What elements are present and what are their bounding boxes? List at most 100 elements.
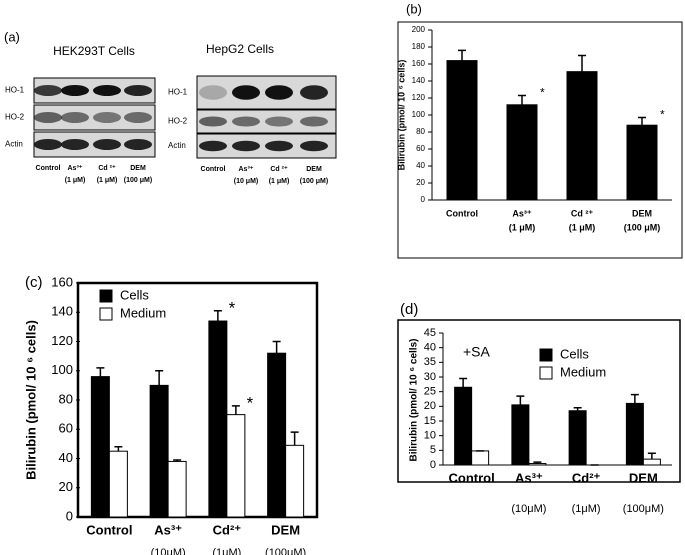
blot-band [124, 139, 152, 150]
error-bar [458, 49, 466, 61]
error-bar [96, 367, 105, 377]
y-tick-label: 160 [412, 59, 426, 68]
error-bar [533, 461, 542, 464]
legend-label: Cells [120, 287, 149, 302]
plot-frame [397, 21, 683, 259]
x-tick-label: DEM [632, 208, 652, 218]
blot-band [232, 116, 260, 127]
blot-band [265, 85, 293, 100]
error-bar [114, 446, 123, 452]
blot-band [199, 85, 227, 100]
y-tick-label: 80 [416, 127, 425, 136]
x-tick-note: (100 μM) [624, 222, 661, 232]
legend-label: Cells [560, 346, 589, 361]
x-tick-label: DEM [271, 522, 300, 537]
error-bar [213, 310, 222, 322]
significance-mark: * [229, 298, 236, 317]
lane-label: DEM [130, 165, 146, 172]
blot-band [34, 112, 62, 123]
y-tick-label: 25 [424, 386, 436, 398]
legend-label: Medium [560, 364, 606, 379]
blot-row-label: HO-2 [5, 113, 25, 122]
bar [471, 450, 490, 466]
error-bar [573, 407, 582, 411]
blot-title: HEK293T Cells [53, 44, 135, 58]
y-tick-label: 120 [412, 93, 426, 102]
y-tick-label: 60 [59, 421, 73, 436]
bar [108, 450, 128, 518]
y-tick-label: 45 [424, 327, 436, 339]
y-axis-label: Bilirubin (pmol/ 10 ⁶ cells) [396, 60, 406, 171]
lane-label: DEM [306, 166, 322, 173]
x-tick-note: (1 μM) [509, 222, 536, 232]
blot-band [34, 85, 62, 96]
legend-swatch [539, 366, 553, 380]
annotation: +SA [463, 344, 491, 360]
y-tick-label: 0 [421, 195, 426, 204]
y-tick-label: 20 [424, 400, 436, 412]
bar [642, 458, 661, 466]
bar [149, 384, 169, 518]
bar [285, 444, 305, 518]
legend-label: Medium [120, 305, 166, 320]
x-tick-note: (10μM) [511, 503, 546, 515]
y-tick-label: 10 [424, 430, 436, 442]
y-tick-label: 40 [416, 161, 425, 170]
x-tick-label: Cd²⁺ [213, 522, 242, 537]
bar [626, 124, 658, 201]
error-bar [272, 340, 281, 354]
blot-band [124, 112, 152, 123]
blot-band [93, 85, 121, 96]
bar [511, 404, 530, 466]
y-tick-label: 35 [424, 356, 436, 368]
lane-label: Control [201, 166, 226, 173]
bar [454, 386, 473, 466]
error-bar [578, 54, 586, 72]
x-tick-note: (100μM) [623, 503, 664, 515]
x-tick-note: (1 μM) [569, 222, 596, 232]
y-tick-label: 15 [424, 415, 436, 427]
y-tick-label: 140 [51, 304, 73, 319]
significance-mark: * [540, 86, 545, 100]
error-bar [518, 94, 526, 105]
blot-band [93, 139, 121, 150]
panel-label: (b) [406, 1, 422, 16]
y-tick-label: 100 [51, 362, 73, 377]
blot-band [61, 85, 89, 96]
blot-row-label: Actin [168, 141, 186, 150]
x-tick-label: Control [86, 522, 132, 537]
lane-label: Control [36, 165, 61, 172]
y-tick-label: 160 [51, 274, 73, 289]
blot-row-label: HO-2 [168, 117, 188, 126]
x-tick-note: (1μM) [212, 547, 241, 555]
lane-label: Cd ²⁺ [98, 165, 116, 172]
blot-band [265, 140, 293, 152]
blot-band [93, 112, 121, 123]
y-tick-label: 0 [430, 459, 436, 471]
x-tick-note: (10μM) [151, 547, 186, 555]
blot-band [61, 112, 89, 123]
error-bar [638, 116, 646, 126]
blot-band [232, 140, 260, 152]
error-bar [155, 370, 164, 386]
x-tick-note: (1μM) [572, 503, 601, 515]
x-tick-label: Control [449, 470, 495, 485]
panel-label: (a) [4, 29, 20, 44]
y-tick-label: 180 [412, 42, 426, 51]
blot-row-label: HO-1 [168, 88, 188, 97]
x-tick-label: As³⁺ [515, 470, 543, 485]
legend-swatch [539, 348, 553, 362]
y-tick-label: 40 [59, 450, 73, 465]
lane-label: (100 μM) [300, 178, 328, 185]
lane-label: (10 μM) [234, 178, 259, 185]
legend-swatch [99, 307, 113, 321]
blot-band [232, 85, 260, 100]
x-tick-label: Control [446, 208, 478, 218]
bar [568, 410, 587, 466]
y-axis-label: Bilirubin (pmol/ 10 ⁶ cells) [23, 320, 38, 480]
x-tick-label: Cd ²⁺ [571, 208, 593, 218]
y-tick-label: 60 [416, 144, 425, 153]
error-bar [516, 395, 525, 405]
lane-label: (100 μM) [124, 177, 152, 184]
